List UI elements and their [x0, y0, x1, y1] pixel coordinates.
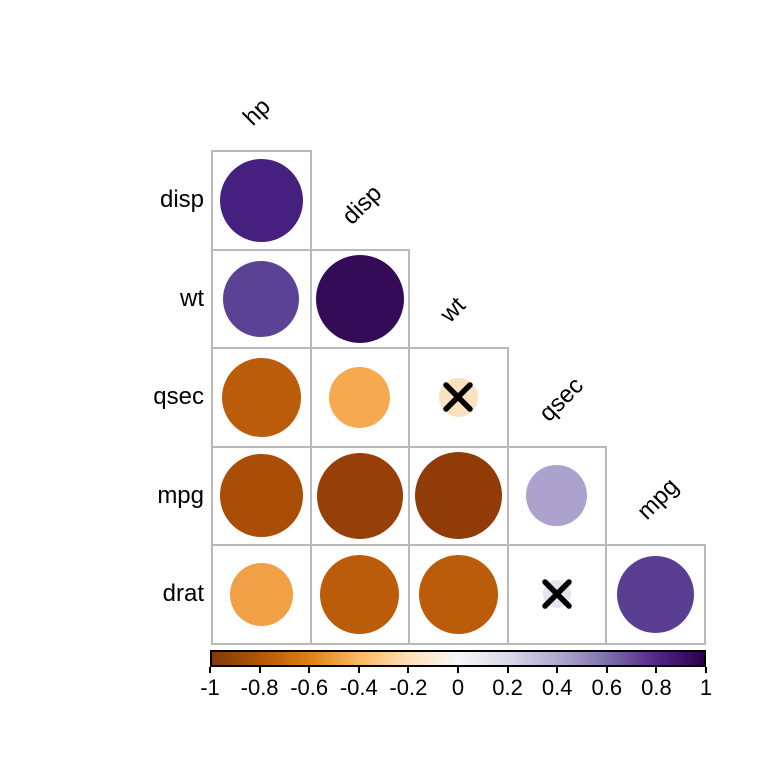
corr-cell-mpg-disp [309, 445, 410, 546]
column-label-disp: disp [336, 179, 387, 230]
corr-cell-mpg-qsec [506, 445, 607, 546]
corr-circle-drat-mpg [616, 555, 694, 633]
colorbar-tick-label: 0.4 [541, 675, 573, 700]
corr-circle-drat-hp [229, 562, 293, 626]
corr-circle-wt-disp [315, 254, 404, 343]
colorbar-tick-label: -0.6 [290, 675, 329, 700]
colorbar-tick-label: 0 [451, 675, 465, 700]
colorbar-tick-label: 0.8 [641, 675, 672, 700]
corr-circle-mpg-wt [414, 452, 502, 540]
corr-cell-drat-wt [408, 544, 509, 645]
not-significant-x-icon [443, 382, 473, 412]
corr-cell-qsec-disp [309, 347, 410, 448]
row-label-disp: disp [159, 186, 204, 214]
colorbar-tick [209, 667, 211, 673]
colorbar-tick [705, 667, 707, 673]
colorbar-tick-label: -0.4 [339, 675, 378, 700]
colorbar-tick [407, 667, 410, 673]
colorbar-tick [258, 667, 261, 673]
row-label-drat: drat [162, 580, 204, 608]
corr-cell-drat-hp [211, 544, 312, 645]
row-label-wt: wt [180, 284, 204, 312]
corr-cell-wt-disp [309, 248, 410, 349]
corr-cell-qsec-wt [408, 347, 509, 448]
corr-cell-drat-qsec [506, 544, 607, 645]
corr-cell-qsec-hp [211, 347, 312, 448]
corr-circle-drat-wt [418, 554, 498, 634]
corr-circle-qsec-disp [329, 366, 391, 428]
corr-circle-mpg-disp [316, 452, 403, 539]
colorbar-tick-label: 1 [699, 675, 713, 700]
colorbar-tick-label: -0.2 [389, 675, 428, 700]
column-label-qsec: qsec [533, 371, 589, 427]
row-label-qsec: qsec [153, 383, 204, 411]
column-label-hp: hp [238, 93, 277, 131]
corr-circle-mpg-qsec [526, 465, 588, 527]
corr-cell-wt-hp [211, 248, 312, 349]
colorbar-tick-label: 0.2 [492, 675, 523, 700]
corr-circle-wt-hp [223, 260, 300, 337]
corr-circle-mpg-hp [219, 454, 303, 538]
colorbar-tick [357, 667, 360, 673]
corr-circle-disp-hp [219, 158, 303, 242]
colorbar-tick-label: 0.6 [591, 675, 623, 700]
colorbar-tick-label: -0.8 [240, 675, 279, 700]
corr-circle-drat-disp [320, 554, 400, 634]
colorbar-tick [556, 667, 559, 673]
corr-cell-disp-hp [211, 150, 312, 251]
colorbar-tick [506, 667, 509, 673]
row-label-mpg: mpg [157, 481, 204, 509]
colorbar-tick-label: -1 [200, 675, 220, 700]
corr-cell-drat-mpg [605, 544, 706, 645]
column-label-wt: wt [435, 291, 472, 328]
colorbar [210, 650, 706, 667]
corr-circle-qsec-hp [221, 357, 301, 437]
corr-cell-drat-disp [309, 544, 410, 645]
colorbar-tick [308, 667, 311, 673]
colorbar-tick [457, 667, 459, 673]
colorbar-tick [655, 667, 658, 673]
corr-cell-mpg-hp [211, 445, 312, 546]
colorbar-tick [605, 667, 608, 673]
column-label-mpg: mpg [632, 472, 685, 525]
not-significant-x-icon [542, 579, 572, 609]
corr-cell-mpg-wt [408, 445, 509, 546]
